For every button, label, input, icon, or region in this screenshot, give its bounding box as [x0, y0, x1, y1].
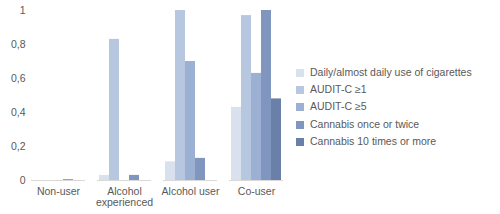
svg-text:Alcohol user: Alcohol user: [162, 185, 220, 197]
svg-text:0,2: 0,2: [11, 140, 26, 152]
svg-text:0,8: 0,8: [11, 38, 26, 50]
html-text:Daily/almost daily use of ciga: Daily/almost daily use of cigarettes: [310, 66, 472, 79]
svg-text:Alcoholexperienced: Alcoholexperienced: [96, 185, 153, 209]
html-text:AUDIT-C ≥1: AUDIT-C ≥1: [310, 83, 367, 96]
svg-text:Non-user: Non-user: [37, 185, 81, 197]
svg-text:0: 0: [20, 174, 26, 186]
svg-text:0,4: 0,4: [11, 106, 26, 118]
html-text:Cannabis 10 times or more: Cannabis 10 times or more: [310, 134, 437, 147]
svg-text:Co-user: Co-user: [238, 185, 276, 197]
html-text:AUDIT-C ≥5: AUDIT-C ≥5: [310, 100, 367, 113]
svg-text:0,6: 0,6: [11, 72, 26, 84]
html-text:Cannabis once or twice: Cannabis once or twice: [310, 117, 420, 130]
svg-text:1: 1: [20, 4, 26, 16]
